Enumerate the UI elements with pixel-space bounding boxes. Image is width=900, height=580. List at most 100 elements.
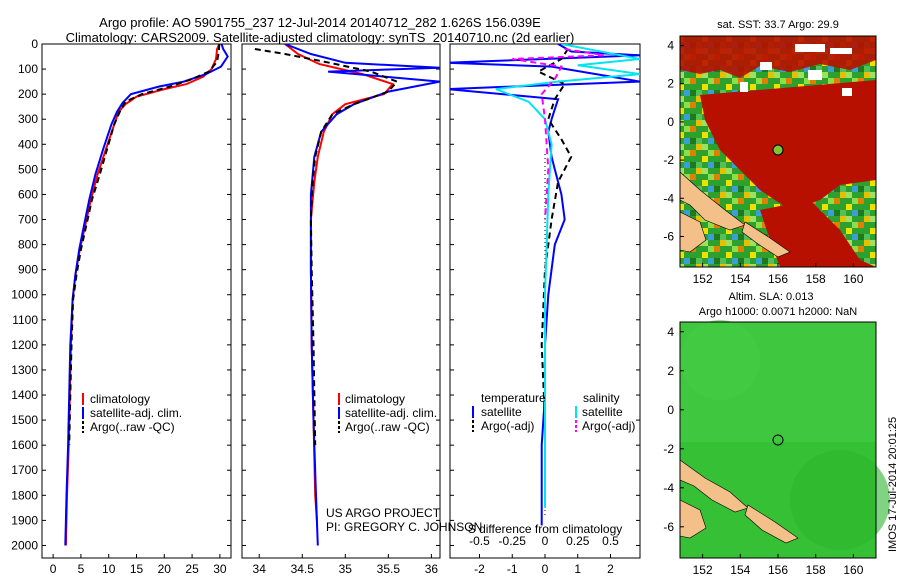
series-line-0 (284, 44, 395, 521)
sla-label: Altim. SLA: 0.013 (729, 291, 814, 303)
project-name: US ARGO PROJECT (326, 506, 441, 520)
x-tick-label: 2 (607, 562, 614, 576)
series-line-2 (495, 44, 640, 508)
timestamp-label: IMOS 17-Jul-2014 20:01:25 (887, 417, 899, 552)
depth-tick-label: 900 (18, 263, 38, 277)
series-line-2 (68, 44, 221, 446)
x-tick-label: 10 (102, 562, 116, 576)
project-pi: PI: GREGORY C. JOHNSON (326, 520, 482, 534)
x2-tick-label: 0.25 (566, 534, 590, 548)
depth-tick-label: 400 (18, 137, 38, 151)
series-line-1 (536, 48, 573, 496)
lg-t-argo: Argo(-adj) (481, 419, 534, 433)
series-line-1 (284, 44, 440, 546)
x-tick-label: 35.5 (377, 562, 401, 576)
depth-tick-label: 1500 (11, 413, 38, 427)
map-y-tick-label: 2 (667, 77, 674, 91)
depth-tick-label: 1100 (12, 313, 38, 327)
legend-satellite: satellite-adj. clim. (345, 406, 437, 420)
map-y-tick-label: 0 (667, 403, 674, 417)
x-tick-label: 5 (78, 562, 85, 576)
x-tick-label: 15 (130, 562, 144, 576)
x-tick-label: -2 (474, 562, 485, 576)
series-line-1 (64, 44, 229, 546)
depth-tick-label: 1400 (11, 388, 38, 402)
map-x-tick-label: 160 (843, 563, 863, 577)
series-line-3 (512, 48, 605, 220)
lg-sal: salinity (583, 391, 620, 405)
map-y-tick-label: -6 (663, 229, 674, 243)
x-tick-label: 34.5 (291, 562, 315, 576)
x-tick-label: 35 (339, 562, 353, 576)
salinity-legend: climatology satellite-adj. clim. Argo(..… (338, 392, 437, 434)
depth-tick-label: 1800 (11, 488, 38, 502)
depth-tick-label: 600 (18, 187, 38, 201)
depth-tick-label: 2000 (11, 538, 38, 552)
map-y-tick-label: -4 (663, 481, 674, 495)
depth-tick-label: 700 (18, 213, 38, 227)
x2-axis-label: S difference from climatology (468, 522, 623, 536)
series-line-0 (64, 44, 221, 546)
map-x-tick-label: 158 (806, 272, 826, 286)
x-tick-label: 0 (50, 562, 57, 576)
x2-tick-label: 0.5 (602, 534, 619, 548)
depth-tick-label: 1600 (11, 438, 38, 452)
sst-label: sat. SST: 33.7 Argo: 29.9 (717, 19, 839, 31)
legend-argo: Argo(..raw -QC) (345, 420, 430, 434)
depth-tick-label: 0 (31, 37, 38, 51)
map-x-tick-label: 156 (768, 272, 788, 286)
map-y-tick-label: 0 (667, 115, 674, 129)
map-x-tick-label: 152 (693, 272, 713, 286)
x-tick-label: 30 (213, 562, 227, 576)
depth-tick-label: 200 (18, 87, 38, 101)
x-tick-label: 34 (253, 562, 267, 576)
lg-s-argo: Argo(-adj) (582, 419, 635, 433)
map-x-tick-label: 156 (768, 563, 788, 577)
sst-map (679, 35, 877, 268)
legend-climatology: climatology (345, 392, 405, 406)
map-y-tick-label: -4 (663, 191, 674, 205)
map-x-tick-label: 158 (806, 563, 826, 577)
steric-label: Argo h1000: 0.0071 h2000: NaN (699, 306, 857, 318)
depth-tick-label: 500 (18, 162, 38, 176)
legend-satellite: satellite-adj. clim. (90, 406, 182, 420)
title-line-2: Climatology: CARS2009. Satellite-adjuste… (65, 30, 575, 45)
lg-temp: temperature (481, 391, 546, 405)
map-y-tick-label: -6 (663, 520, 674, 534)
series-line-2 (254, 48, 399, 446)
x2-tick-label: 0 (542, 534, 549, 548)
map-x-tick-label: 152 (693, 563, 713, 577)
x-tick-label: -1 (507, 562, 518, 576)
map-y-tick-label: -2 (663, 442, 674, 456)
map-x-tick-label: 154 (730, 563, 750, 577)
x-tick-label: 20 (158, 562, 172, 576)
title-line-1: Argo profile: AO 5901755_237 12-Jul-2014… (99, 15, 541, 30)
depth-tick-label: 300 (18, 112, 38, 126)
lg-t-sat: satellite (481, 405, 522, 419)
depth-tick-label: 100 (18, 62, 38, 76)
lg-s-sat: satellite (582, 405, 623, 419)
x-tick-label: 1 (574, 562, 581, 576)
map-y-tick-label: 2 (667, 364, 674, 378)
map-x-tick-label: 160 (843, 272, 863, 286)
map-y-tick-label: 4 (667, 39, 674, 53)
legend-climatology: climatology (90, 392, 150, 406)
x2-tick-label: -0.25 (499, 534, 527, 548)
temperature-panel-frame (41, 43, 232, 559)
legend-argo: Argo(..raw -QC) (90, 420, 175, 434)
temperature-legend: climatology satellite-adj. clim. Argo(..… (82, 392, 182, 434)
difference-legend: temperature salinity satellite Argo(-adj… (472, 391, 635, 433)
map-y-tick-label: -2 (663, 153, 674, 167)
depth-tick-label: 1700 (11, 463, 38, 477)
depth-tick-label: 1000 (11, 288, 38, 302)
depth-tick-label: 1900 (11, 513, 38, 527)
salinity-panel-frame (241, 43, 441, 559)
x-tick-label: 0 (542, 562, 549, 576)
x-tick-label: 36 (425, 562, 439, 576)
map-y-tick-label: 4 (667, 325, 674, 339)
depth-tick-label: 800 (18, 238, 38, 252)
x-tick-label: 25 (185, 562, 199, 576)
depth-tick-label: 1300 (11, 363, 38, 377)
x2-tick-label: -0.5 (469, 534, 490, 548)
